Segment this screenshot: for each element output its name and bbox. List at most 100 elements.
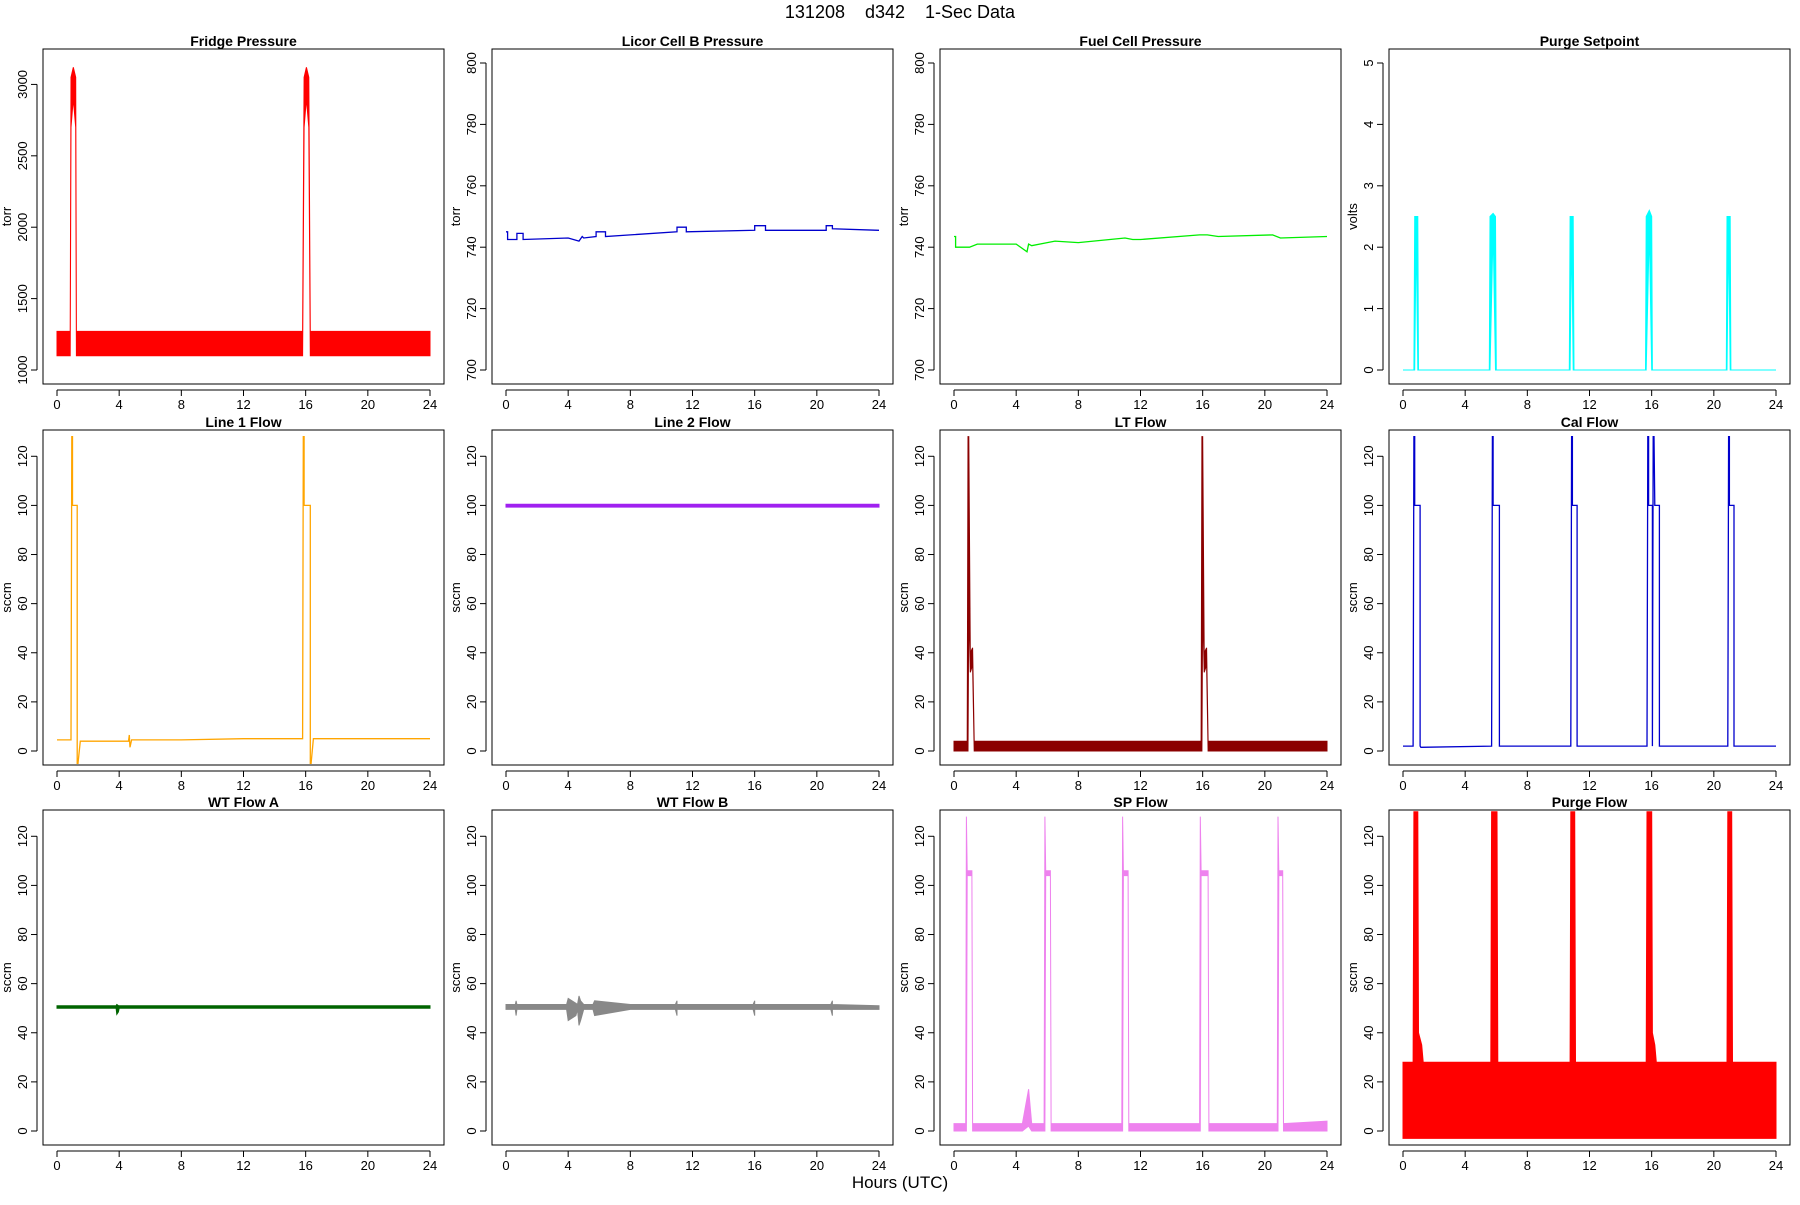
plot-frame	[939, 429, 1342, 766]
y-tick-label: 120	[912, 445, 927, 467]
x-tick-label: 24	[423, 1158, 437, 1173]
panel-fridge-pressure: Fridge Pressure 0 4 8 12 16 20 24 1000 1500 2000 25…	[0, 33, 445, 412]
panel-lt-flow: LT Flow 0 4 8 12 16 20 24 0 20 40 60 80 100 120 sccm	[896, 414, 1342, 793]
panel-line-1-flow: Line 1 Flow 0 4 8 12 16 20 24 0 20 40 60 80 100 120 scc…	[0, 414, 445, 793]
x-tick-label: 0	[502, 778, 509, 793]
y-tick-label: 740	[912, 236, 927, 258]
y-tick-label: 780	[912, 114, 927, 136]
x-tick-label: 8	[1075, 1158, 1082, 1173]
x-tick-label: 20	[810, 1158, 824, 1173]
x-axis: 0 4 8 12 16 20 24	[502, 389, 886, 412]
x-tick-label: 20	[1258, 778, 1272, 793]
plot-frame	[42, 809, 445, 1146]
plot-frame	[491, 809, 894, 1146]
y-tick-label: 80	[1361, 927, 1376, 941]
series-band	[505, 995, 880, 1026]
x-tick-label: 20	[1707, 397, 1721, 412]
y-tick-label: 120	[464, 445, 479, 467]
y-axis: 0 20 40 60 80 100 120 sccm	[896, 445, 935, 755]
y-tick-label: 60	[15, 596, 30, 610]
y-tick-label: 740	[464, 236, 479, 258]
y-tick-label: 2500	[15, 141, 30, 170]
x-axis: 0 4 8 12 16 20 24	[1399, 1150, 1783, 1173]
y-axis-label: torr	[896, 206, 911, 226]
series-cal-flow	[1403, 435, 1776, 748]
x-tick-label: 8	[1075, 778, 1082, 793]
x-tick-label: 8	[1524, 778, 1531, 793]
y-axis-label: sccm	[448, 962, 463, 992]
x-tick-label: 16	[1195, 1158, 1209, 1173]
y-tick-label: 780	[464, 114, 479, 136]
x-axis: 0 4 8 12 16 20 24	[53, 389, 437, 412]
x-tick-label: 0	[1399, 397, 1406, 412]
y-tick-label: 760	[912, 175, 927, 197]
y-tick-label: 0	[1361, 366, 1376, 373]
y-tick-label: 60	[464, 596, 479, 610]
series-fridge-pressure	[56, 67, 431, 357]
x-tick-label: 16	[298, 397, 312, 412]
x-tick-label: 24	[872, 778, 886, 793]
y-tick-label: 120	[1361, 825, 1376, 847]
x-tick-label: 12	[685, 778, 699, 793]
series-band	[953, 816, 1328, 1132]
x-tick-label: 0	[1399, 1158, 1406, 1173]
x-tick-label: 16	[747, 397, 761, 412]
y-tick-label: 60	[1361, 596, 1376, 610]
x-tick-label: 0	[950, 397, 957, 412]
x-tick-label: 8	[1075, 397, 1082, 412]
x-tick-label: 16	[1644, 778, 1658, 793]
y-axis-label: sccm	[896, 582, 911, 612]
y-tick-label: 20	[1361, 695, 1376, 709]
x-tick-label: 20	[1258, 397, 1272, 412]
x-tick-label: 0	[950, 778, 957, 793]
series-purge-setpoint	[1403, 209, 1776, 371]
series-line	[506, 225, 880, 242]
x-tick-label: 12	[1133, 397, 1147, 412]
y-tick-label: 120	[15, 825, 30, 847]
x-tick-label: 16	[298, 1158, 312, 1173]
y-tick-label: 40	[15, 646, 30, 660]
y-tick-label: 100	[912, 875, 927, 897]
panel-licor-cell-b-pressure: Licor Cell B Pressure 0 4 8 12 16 20 24 700 720 74…	[448, 33, 894, 412]
y-axis: 700 720 740 760 780 800 torr	[896, 52, 935, 381]
x-tick-label: 8	[178, 778, 185, 793]
x-tick-label: 8	[178, 1158, 185, 1173]
panel-cal-flow: Cal Flow 0 4 8 12 16 20 24 0 20 40 60 80 100 120 sccm	[1345, 414, 1791, 793]
y-tick-label: 800	[912, 52, 927, 74]
y-tick-label: 80	[912, 547, 927, 561]
x-tick-label: 16	[1644, 397, 1658, 412]
y-tick-label: 100	[464, 875, 479, 897]
x-tick-label: 0	[502, 1158, 509, 1173]
panel-fuel-cell-pressure: Fuel Cell Pressure 0 4 8 12 16 20 24 700 720 740 76…	[896, 33, 1342, 412]
plot-frame	[1388, 429, 1791, 766]
panel-title: Licor Cell B Pressure	[622, 33, 764, 49]
x-tick-label: 8	[627, 778, 634, 793]
plot-frame	[42, 429, 445, 766]
x-tick-label: 12	[685, 397, 699, 412]
x-tick-label: 12	[1582, 778, 1596, 793]
y-tick-label: 80	[15, 547, 30, 561]
y-tick-label: 80	[912, 927, 927, 941]
y-tick-label: 120	[1361, 445, 1376, 467]
y-tick-label: 2	[1361, 244, 1376, 251]
panel-title: Line 1 Flow	[205, 414, 281, 430]
panel-title: WT Flow B	[657, 794, 729, 810]
x-tick-label: 4	[565, 1158, 572, 1173]
y-tick-label: 720	[912, 298, 927, 320]
x-tick-label: 8	[627, 397, 634, 412]
y-tick-label: 100	[1361, 875, 1376, 897]
y-tick-label: 5	[1361, 59, 1376, 66]
x-tick-label: 16	[1195, 778, 1209, 793]
y-tick-label: 0	[464, 1127, 479, 1134]
y-tick-label: 0	[1361, 747, 1376, 754]
y-tick-label: 20	[15, 1075, 30, 1089]
x-axis: 0 4 8 12 16 20 24	[53, 770, 437, 793]
x-tick-label: 0	[53, 1158, 60, 1173]
x-tick-label: 4	[116, 778, 123, 793]
x-tick-label: 12	[236, 1158, 250, 1173]
plot-frame	[491, 429, 894, 766]
y-tick-label: 80	[464, 547, 479, 561]
y-axis: 0 20 40 60 80 100 120 sccm	[1345, 445, 1384, 755]
